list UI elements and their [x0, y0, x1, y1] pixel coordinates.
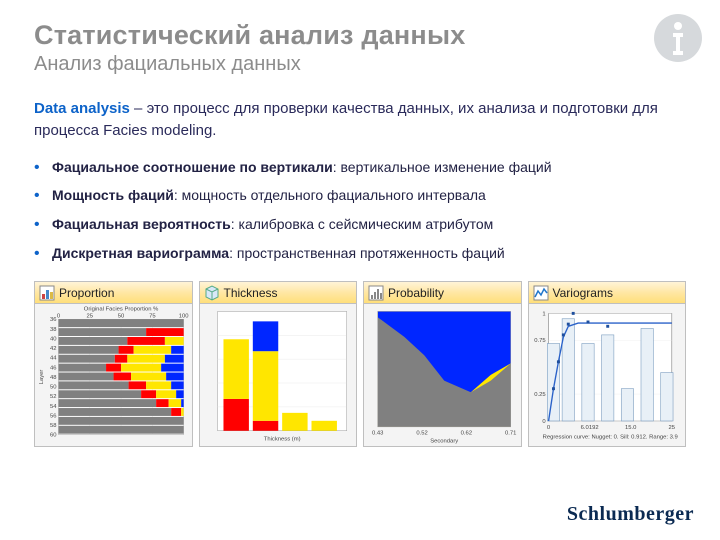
tab-label: Variograms	[553, 286, 613, 300]
svg-text:Layer: Layer	[39, 370, 45, 385]
tab-label: Probability	[388, 286, 444, 300]
svg-text:0.62: 0.62	[461, 431, 472, 437]
tab-variograms[interactable]: Variograms	[529, 282, 686, 304]
svg-text:Original Facies Proportion %: Original Facies Proportion %	[84, 307, 159, 313]
page-title: Статистический анализ данных	[34, 20, 686, 51]
panel-proportion: Proportion 0 25 50 75 100 Original Facies Pro…	[34, 281, 193, 447]
svg-text:56: 56	[50, 413, 57, 419]
info-badge-icon	[654, 14, 702, 62]
svg-text:52: 52	[50, 394, 57, 400]
svg-text:100: 100	[179, 313, 190, 319]
svg-text:50: 50	[118, 313, 125, 319]
brand-logo: Schlumberger	[567, 503, 694, 526]
svg-text:42: 42	[50, 346, 57, 352]
svg-text:6.0192: 6.0192	[580, 425, 598, 431]
tab-thickness[interactable]: Thickness	[200, 282, 357, 304]
tab-label: Proportion	[59, 286, 114, 300]
svg-text:0: 0	[546, 425, 550, 431]
tab-probability[interactable]: Probability	[364, 282, 521, 304]
tab-label: Thickness	[224, 286, 278, 300]
bullet-list: Фациальное соотношение по вертикали: вер…	[0, 148, 720, 264]
panel-probability: Probability 0.43 0.52 0.62 0.71 Secondary	[363, 281, 522, 447]
svg-text:75: 75	[149, 313, 156, 319]
svg-text:46: 46	[50, 365, 57, 371]
probability-chart: 0.43 0.52 0.62 0.71 Secondary	[364, 304, 521, 446]
figure-row: Proportion 0255075100Original Facies Pro…	[0, 273, 720, 447]
svg-text:25: 25	[668, 425, 675, 431]
svg-text:0.52: 0.52	[416, 431, 427, 437]
svg-text:44: 44	[50, 356, 57, 362]
intro-lead: Data analysis	[34, 100, 130, 117]
svg-text:15.0: 15.0	[625, 425, 637, 431]
list-item: Мощность фаций: мощность отдельного фаци…	[52, 186, 680, 205]
proportion-chart: 0 25 50 75 100 Original Facies Proportion % 36…	[35, 304, 192, 446]
proportion-icon	[39, 285, 55, 301]
svg-text:25: 25	[87, 313, 94, 319]
svg-text:0.43: 0.43	[372, 431, 383, 437]
svg-text:40: 40	[50, 337, 57, 343]
list-item: Фациальная вероятность: калибровка с сей…	[52, 215, 680, 234]
svg-text:60: 60	[50, 433, 57, 439]
svg-text:36: 36	[50, 317, 57, 323]
svg-text:0.71: 0.71	[505, 431, 516, 437]
list-item: Дискретная вариограмма: пространственная…	[52, 244, 680, 263]
thickness-icon	[204, 285, 220, 301]
thickness-chart: Thickness (m)	[200, 304, 357, 446]
variograms-chart: 0 0.25 0.75 1 0 6.0192 15.0 25 Regression curve:…	[529, 304, 686, 446]
svg-text:38: 38	[50, 327, 57, 333]
svg-text:1: 1	[542, 311, 545, 317]
svg-text:Secondary: Secondary	[430, 439, 458, 445]
page-subtitle: Анализ фациальных данных	[34, 53, 686, 76]
svg-text:0: 0	[57, 313, 61, 319]
svg-text:0.75: 0.75	[534, 338, 546, 344]
svg-text:Regression curve: Nugget: 0. S: Regression curve: Nugget: 0. Sill: 0.912…	[542, 435, 677, 441]
list-item: Фациальное соотношение по вертикали: вер…	[52, 158, 680, 177]
intro-paragraph: Data analysis – это процесс для проверки…	[0, 80, 720, 148]
svg-text:50: 50	[50, 385, 57, 391]
svg-text:Thickness (m): Thickness (m)	[263, 437, 300, 443]
tab-proportion[interactable]: Proportion	[35, 282, 192, 304]
panel-thickness: Thickness Thickness (m)	[199, 281, 358, 447]
panel-variograms: Variograms 0 0.25 0.75 1 0 6.0192 15.0 25 Regres…	[528, 281, 687, 447]
probability-icon	[368, 285, 384, 301]
svg-text:0: 0	[542, 419, 546, 425]
svg-text:54: 54	[50, 404, 57, 410]
svg-text:58: 58	[50, 423, 57, 429]
svg-text:48: 48	[50, 375, 57, 381]
variograms-icon	[533, 285, 549, 301]
svg-text:0.25: 0.25	[534, 392, 546, 398]
